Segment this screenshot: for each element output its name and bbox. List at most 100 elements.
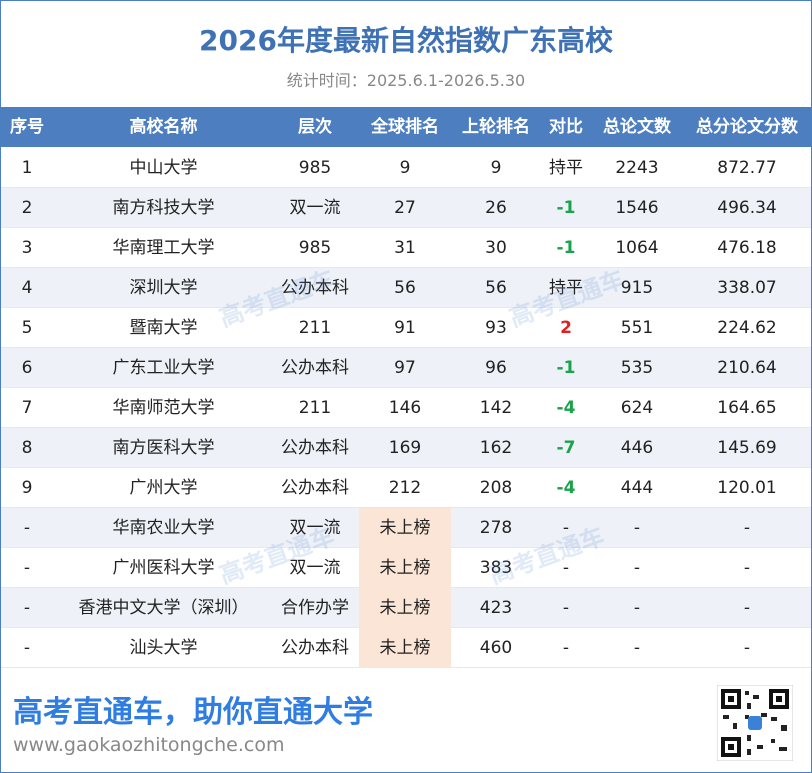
table-cell: 2243	[615, 158, 659, 178]
slogan: 高考直通车，助你直通大学	[13, 695, 373, 730]
table-cell: 未上榜	[359, 628, 451, 668]
table-cell: 7	[21, 398, 33, 418]
table-cell: 444	[620, 478, 654, 498]
table-cell: 1546	[615, 198, 659, 218]
table-cell: 423	[479, 598, 513, 618]
table-cell: 26	[485, 198, 507, 218]
table-cell: 211	[298, 318, 332, 338]
table-cell: 208	[479, 478, 513, 498]
table-cell: 暨南大学	[129, 318, 198, 338]
table-cell: 1	[21, 158, 33, 178]
table-cell: 广东工业大学	[112, 358, 215, 378]
table-row: 1 中山大学 985 9 9 持平 2243 872.77	[1, 148, 811, 188]
table-cell: 公办本科	[281, 638, 349, 658]
table-cell: 持平	[549, 158, 583, 178]
table-cell: 224.62	[717, 318, 777, 338]
table-cell: 97	[394, 358, 416, 378]
table-cell: 南方科技大学	[112, 198, 215, 218]
table-cell: 496.34	[717, 198, 777, 218]
table-row: - 香港中文大学（深圳） 合作办学 未上榜 423 - - -	[1, 588, 811, 628]
table-cell: 535	[620, 358, 654, 378]
table-cell: 93	[485, 318, 507, 338]
table-cell: 27	[394, 198, 416, 218]
table-cell: 985	[298, 158, 332, 178]
table-cell: 278	[479, 518, 513, 538]
table-cell: 公办本科	[281, 478, 349, 498]
table-cell: 164.65	[717, 398, 777, 418]
table-cell: 8	[21, 438, 33, 458]
table-cell: 2	[21, 198, 33, 218]
table-cell: -	[633, 518, 641, 538]
column-header: 层次	[298, 117, 332, 137]
table-row: 8 南方医科大学 公办本科 169 162 -7 446 145.69	[1, 428, 811, 468]
subtitle: 统计时间：2025.6.1-2026.5.30	[286, 71, 526, 90]
table-cell: 120.01	[717, 478, 777, 498]
table-cell: -1	[556, 238, 576, 258]
table-cell: 华南农业大学	[112, 518, 215, 538]
table-cell: -	[562, 558, 570, 578]
table-cell: 合作办学	[281, 598, 349, 618]
title: 2026年度最新自然指数广东高校	[199, 24, 613, 57]
table-cell: 211	[298, 398, 332, 418]
table-cell: 未上榜	[359, 508, 451, 548]
table-cell: 915	[620, 278, 654, 298]
table-row: 7 华南师范大学 211 146 142 -4 624 164.65	[1, 388, 811, 428]
table-cell: 460	[479, 638, 513, 658]
table-cell: 30	[485, 238, 507, 258]
table-cell: -1	[556, 358, 576, 378]
table-cell: 未上榜	[359, 588, 451, 628]
table-cell: -	[562, 518, 570, 538]
table-cell: 383	[479, 558, 513, 578]
table-cell: -7	[556, 438, 576, 458]
table-row: 5 暨南大学 211 91 93 2 551 224.62	[1, 308, 811, 348]
column-header: 总论文数	[603, 117, 671, 137]
table-cell: 公办本科	[281, 438, 349, 458]
table-cell: -	[23, 638, 31, 658]
table-cell: 中山大学	[129, 158, 198, 178]
table-row: - 汕头大学 公办本科 未上榜 460 - - -	[1, 628, 811, 668]
table-row: - 广州医科大学 双一流 未上榜 383 - - -	[1, 548, 811, 588]
table-cell: 公办本科	[281, 358, 349, 378]
table-cell: 双一流	[289, 558, 341, 578]
table-cell: 210.64	[717, 358, 777, 378]
table-cell: -	[23, 558, 31, 578]
table-row: 9 广州大学 公办本科 212 208 -4 444 120.01	[1, 468, 811, 508]
table-row: 3 华南理工大学 985 31 30 -1 1064 476.18	[1, 228, 811, 268]
table-cell: 9	[399, 158, 411, 178]
table-cell: 双一流	[289, 198, 341, 218]
table-cell: -4	[556, 478, 576, 498]
table-cell: 9	[21, 478, 33, 498]
table-cell: 146	[388, 398, 422, 418]
table-cell: 1064	[615, 238, 659, 258]
column-header: 全球排名	[371, 117, 439, 137]
table-cell: 624	[620, 398, 654, 418]
table-cell: 96	[485, 358, 507, 378]
table-row: 6 广东工业大学 公办本科 97 96 -1 535 210.64	[1, 348, 811, 388]
table-cell: 持平	[549, 278, 583, 298]
table-cell: 广州医科大学	[112, 558, 215, 578]
table-cell: 5	[21, 318, 33, 338]
table-cell: 31	[394, 238, 416, 258]
table-cell: 4	[21, 278, 33, 298]
table-cell: 广州大学	[129, 478, 198, 498]
table-cell: -	[23, 518, 31, 538]
table-row: - 华南农业大学 双一流 未上榜 278 - - -	[1, 508, 811, 548]
table-cell: 446	[620, 438, 654, 458]
table-cell: -4	[556, 398, 576, 418]
table-cell: -	[562, 598, 570, 618]
table-row: 4 深圳大学 公办本科 56 56 持平 915 338.07	[1, 268, 811, 308]
column-header: 上轮排名	[462, 117, 530, 137]
table-cell: -1	[556, 198, 576, 218]
table-cell: 56	[394, 278, 416, 298]
table-cell: 985	[298, 238, 332, 258]
table-cell: 142	[479, 398, 513, 418]
table-cell: 公办本科	[281, 278, 349, 298]
table-cell: 南方医科大学	[112, 438, 215, 458]
url: www.gaokaozhitongche.com	[13, 734, 285, 756]
table-cell: -	[633, 558, 641, 578]
table-cell: 未上榜	[359, 548, 451, 588]
table-cell: 212	[388, 478, 422, 498]
table-cell: 3	[21, 238, 33, 258]
table-cell: 872.77	[717, 158, 777, 178]
